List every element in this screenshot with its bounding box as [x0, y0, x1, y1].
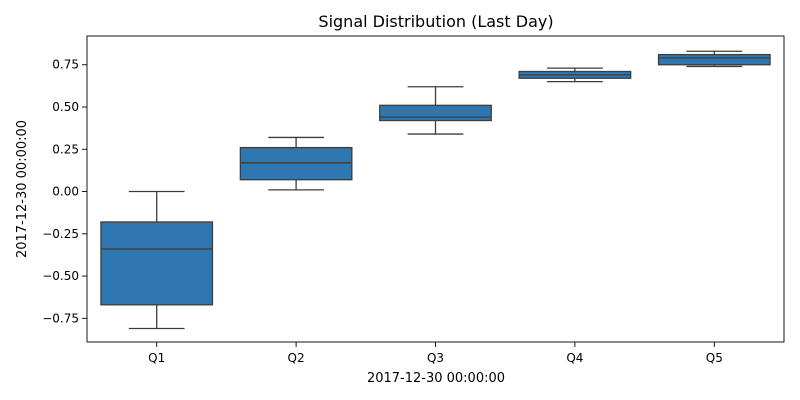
y-tick-label: 0.00	[52, 185, 79, 199]
x-tick-label: Q1	[148, 351, 165, 365]
box-q4	[518, 67, 632, 83]
x-axis-label: 2017-12-30 00:00:00	[367, 371, 505, 386]
box-q1	[100, 190, 214, 330]
x-tick-label: Q5	[706, 351, 723, 365]
box-iqr	[100, 221, 214, 306]
y-tick-label: 0.25	[52, 142, 79, 156]
y-tick-label: 0.50	[52, 100, 79, 114]
x-tick-label: Q3	[427, 351, 444, 365]
box-iqr	[239, 146, 353, 181]
box-q3	[379, 86, 492, 135]
y-axis-label: 2017-12-30 00:00:00	[15, 120, 30, 258]
box-q2	[239, 136, 353, 191]
box-q5	[657, 50, 771, 68]
y-tick-label: −0.25	[42, 227, 79, 241]
y-tick-label: −0.50	[42, 269, 79, 283]
box-iqr	[379, 104, 492, 122]
x-tick-label: Q2	[288, 351, 305, 365]
x-tick-label: Q4	[566, 351, 583, 365]
chart-title: Signal Distribution (Last Day)	[318, 12, 553, 31]
y-tick-label: 0.75	[52, 58, 79, 72]
x-axis: Q1 Q2 Q3 Q4 Q5	[148, 342, 723, 365]
plot-area	[100, 50, 771, 330]
y-tick-label: −0.75	[42, 311, 79, 325]
y-axis: −0.75 −0.50 −0.25 0.00 0.25 0.50 0.75	[42, 58, 87, 325]
box-iqr	[657, 53, 771, 66]
